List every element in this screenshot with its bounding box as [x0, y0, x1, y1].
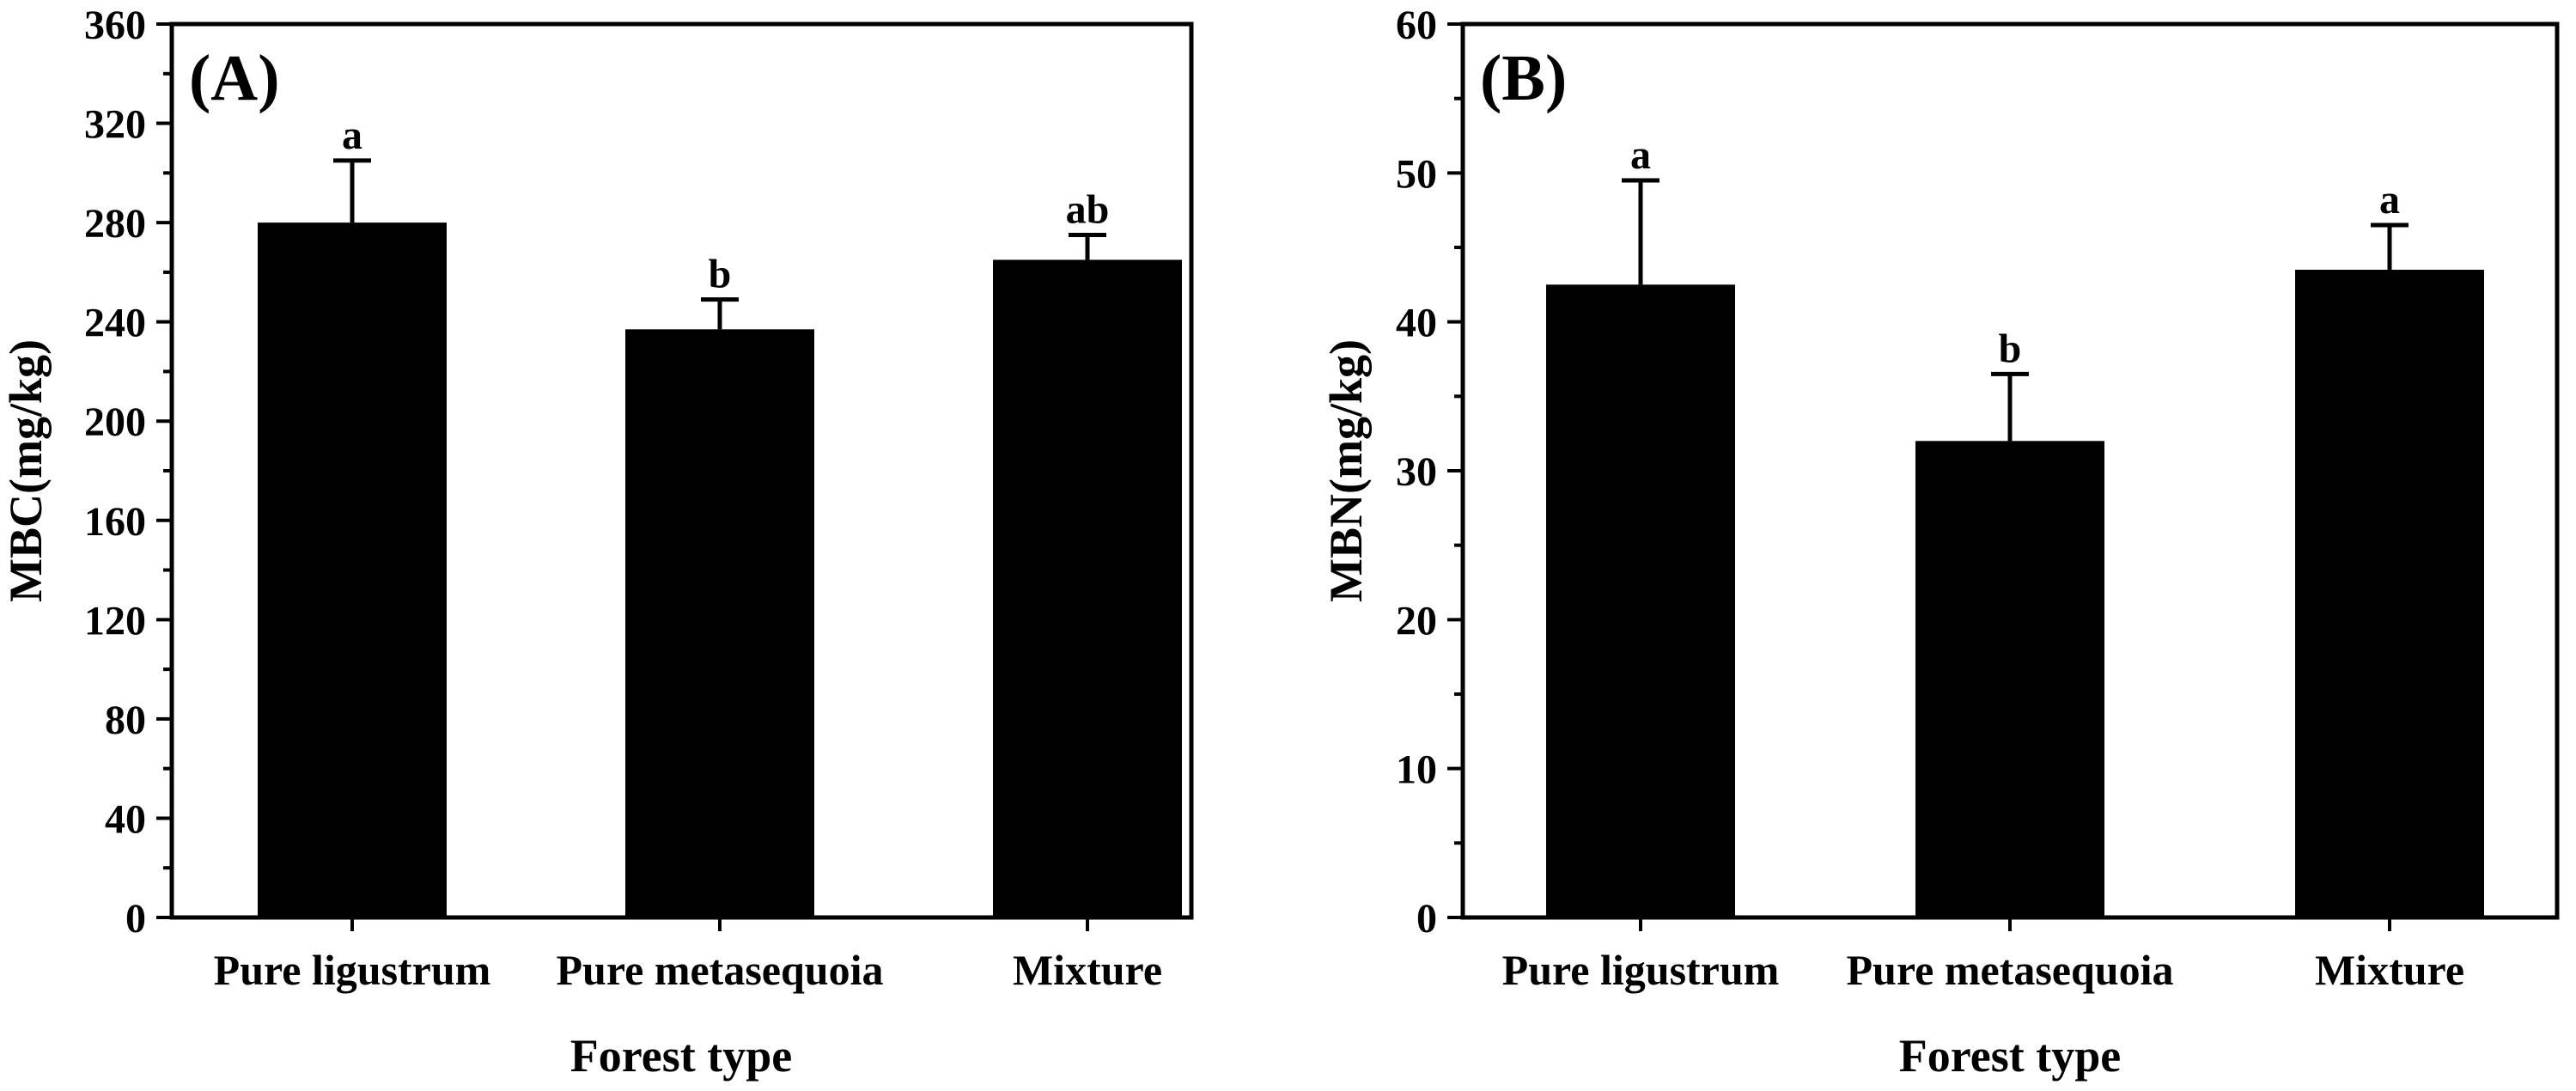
y-tick-label: 360	[84, 3, 146, 48]
y-tick-label: 80	[105, 698, 146, 743]
y-tick-label: 20	[1396, 598, 1437, 643]
plot-frame	[169, 21, 1194, 920]
y-tick-label: 0	[125, 896, 146, 942]
y-axis-title: MBC(mg/kg)	[0, 339, 52, 602]
bar	[258, 222, 447, 918]
bar	[1915, 441, 2104, 917]
y-tick-label: 40	[1396, 301, 1437, 346]
y-tick-label: 200	[84, 399, 146, 445]
significance-letter: b	[1999, 326, 2022, 371]
x-tick-label: Pure ligustrum	[214, 946, 491, 994]
x-tick-label: Pure metasequoia	[557, 946, 884, 994]
x-tick-label: Mixture	[2315, 946, 2464, 994]
y-tick-label: 50	[1396, 151, 1437, 197]
plot-frame	[1460, 21, 2560, 920]
y-tick-label: 40	[105, 796, 146, 842]
y-tick-label: 0	[1416, 896, 1437, 942]
significance-letter: a	[342, 113, 362, 158]
y-tick-label: 60	[1396, 3, 1437, 48]
y-axis-title: MBN(mg/kg)	[1320, 339, 1372, 602]
bar	[993, 259, 1182, 917]
panel-b: 0 10 20 30 40 50 60 a Pure ligustrum b Pure metase…	[1320, 3, 2560, 1082]
y-tick-label: 160	[84, 499, 146, 545]
bar	[1546, 284, 1735, 917]
significance-letter: b	[709, 252, 732, 297]
y-tick-label: 280	[84, 201, 146, 247]
bar	[625, 329, 814, 917]
y-tick-label: 320	[84, 102, 146, 148]
y-tick-label: 30	[1396, 449, 1437, 495]
x-tick-label: Mixture	[1013, 946, 1162, 994]
bar	[2295, 270, 2484, 917]
panel-label: (A)	[189, 42, 280, 114]
y-tick-label: 120	[84, 598, 146, 643]
x-axis-title: Forest type	[1899, 1030, 2121, 1082]
y-tick-label: 10	[1396, 747, 1437, 793]
significance-letter: a	[2379, 177, 2400, 222]
x-axis-title: Forest type	[570, 1030, 792, 1082]
y-tick-label: 240	[84, 301, 146, 346]
panel-a: 0 40 80 120 160 200 240 280 320 360 a Pure ligustru…	[0, 3, 1194, 1082]
x-tick-label: Pure metasequoia	[1847, 946, 2174, 994]
significance-letter: ab	[1066, 187, 1110, 233]
panel-label: (B)	[1480, 42, 1567, 114]
significance-letter: a	[1630, 132, 1651, 178]
x-tick-label: Pure ligustrum	[1502, 946, 1780, 994]
